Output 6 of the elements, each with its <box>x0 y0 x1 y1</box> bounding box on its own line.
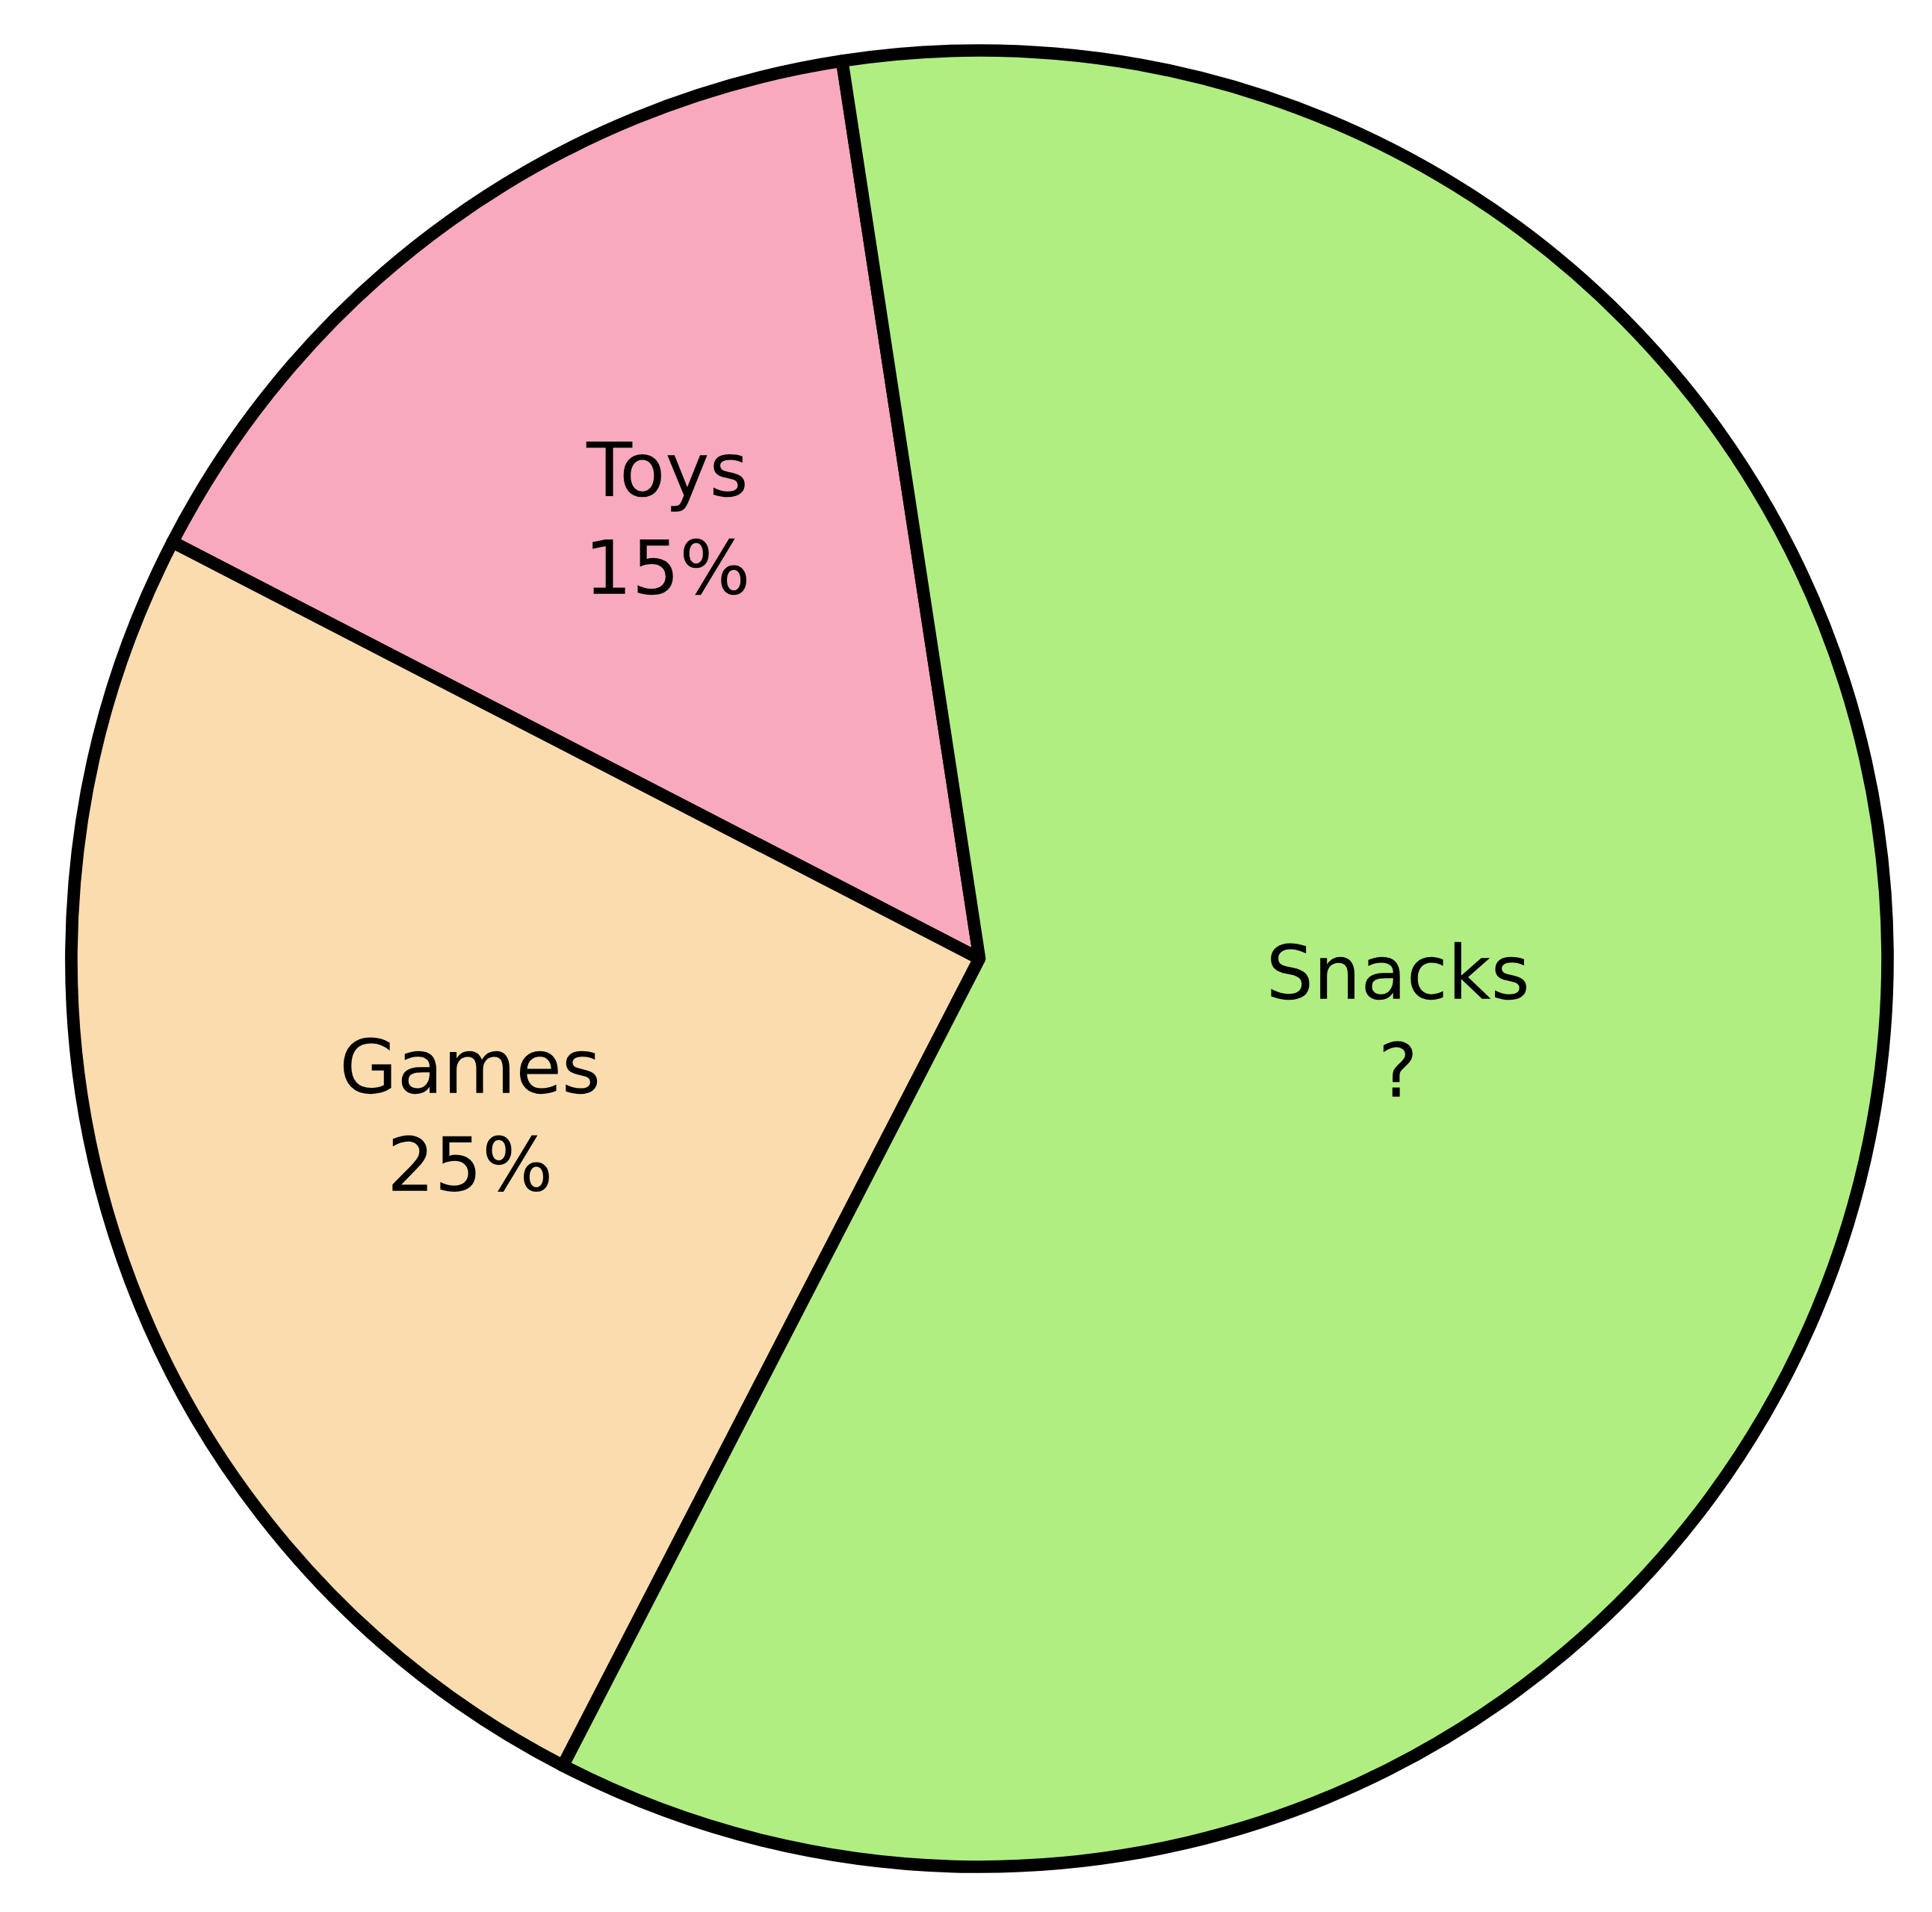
slice-label: Games <box>343 1037 598 1095</box>
data-label: 25% <box>392 1135 549 1192</box>
data-label: ? <box>1383 1041 1413 1097</box>
slice-label: Toys <box>586 441 745 512</box>
data-label: 15% <box>592 538 746 595</box>
slice-label: Snacks <box>1271 941 1526 1000</box>
